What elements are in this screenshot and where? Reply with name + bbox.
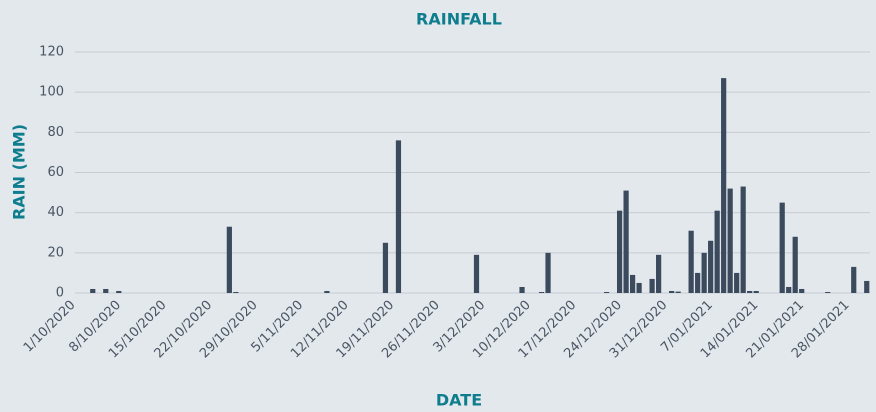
bar [324, 290, 330, 293]
bar [395, 140, 402, 293]
bar [630, 274, 636, 293]
bar [675, 291, 681, 293]
bar [734, 272, 740, 293]
bar [747, 290, 753, 293]
bar [727, 188, 733, 293]
bar [799, 288, 805, 293]
y-tick-label: 40 [47, 205, 64, 220]
bar [603, 291, 610, 293]
bar [825, 291, 831, 293]
y-tick-label: 20 [47, 245, 64, 260]
y-tick-label: 0 [56, 286, 64, 301]
bar [740, 186, 746, 293]
bar [103, 288, 109, 293]
bar [616, 210, 623, 293]
y-tick-label: 100 [39, 85, 64, 100]
bar [714, 210, 720, 293]
y-tick-label: 60 [47, 165, 64, 180]
bar [519, 286, 525, 293]
y-axis-title: RAIN (MM) [10, 124, 29, 220]
chart-title: RAINFALL [416, 10, 502, 29]
bar [649, 278, 655, 293]
bar [116, 290, 122, 293]
y-tick-label: 120 [39, 45, 64, 60]
x-axis-title: DATE [436, 391, 482, 410]
bar [779, 202, 785, 293]
bar [864, 280, 870, 293]
bar [851, 266, 857, 293]
bar [656, 254, 662, 293]
bar [669, 290, 675, 293]
bar [721, 78, 727, 293]
bar [786, 286, 792, 293]
bar [538, 291, 545, 293]
bar [636, 282, 642, 293]
bar [792, 236, 798, 293]
bar [623, 190, 629, 293]
bar [473, 254, 480, 293]
bar [226, 226, 232, 293]
bar [701, 252, 707, 293]
bar [382, 242, 389, 293]
bar [688, 230, 694, 293]
bar [90, 288, 96, 293]
bar [695, 272, 701, 293]
bar [233, 291, 239, 293]
bar [708, 240, 714, 293]
bar [545, 252, 551, 293]
bar [753, 290, 759, 293]
y-tick-label: 80 [47, 125, 64, 140]
